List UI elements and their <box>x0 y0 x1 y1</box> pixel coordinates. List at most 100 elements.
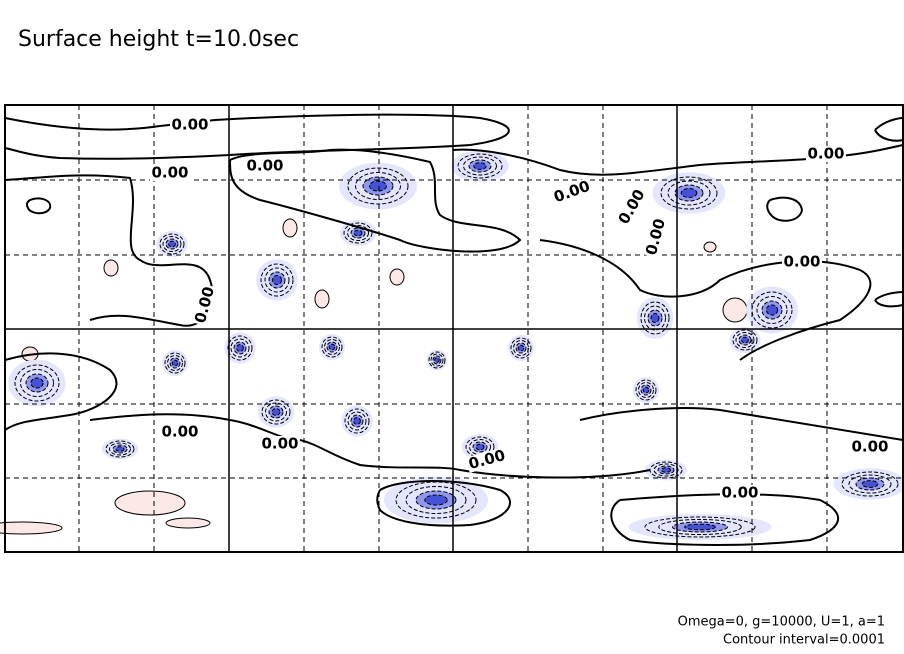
negative-contour <box>661 467 671 473</box>
label-bg <box>160 424 200 440</box>
positive-contour <box>703 241 717 253</box>
negative-contour <box>635 379 657 401</box>
negative-contour <box>430 353 444 367</box>
negative-contour <box>30 377 44 389</box>
label-bg <box>465 447 509 473</box>
chart-title: Surface height t=10.0sec <box>18 27 299 52</box>
label-bg <box>615 185 649 229</box>
negative-contour <box>162 236 182 252</box>
negative-contour <box>343 222 373 244</box>
negative-contour <box>457 153 503 179</box>
negative-contour <box>324 339 340 355</box>
zero-contour <box>376 480 511 527</box>
negative-contour <box>265 402 287 422</box>
negative-contour <box>735 332 755 348</box>
positive-contour <box>114 490 186 516</box>
label-bg <box>806 146 846 162</box>
negative-contour <box>765 304 779 316</box>
negative-contour <box>347 167 409 205</box>
negative-contour <box>644 516 756 538</box>
contour-label: 0.00 <box>246 157 283 175</box>
negative-contour <box>510 337 532 359</box>
label-bg <box>192 283 218 327</box>
negative-contour <box>642 386 650 394</box>
negative-contour <box>355 172 401 200</box>
negative-contour <box>328 343 336 351</box>
negative-contour <box>109 442 131 456</box>
negative-contour <box>861 480 879 488</box>
positive-contour <box>165 517 211 529</box>
negative-contour <box>667 180 711 206</box>
negative-contour <box>321 336 343 358</box>
negative-contour <box>473 162 487 170</box>
negative-contour <box>653 463 679 477</box>
contour-label: 0.00 <box>851 438 888 456</box>
negative-contour <box>369 180 387 192</box>
zero-contour <box>4 174 214 327</box>
negative-contour <box>167 355 183 371</box>
zero-contour <box>579 407 904 441</box>
label-bg <box>782 254 822 270</box>
contour-label: 0.00 <box>151 164 188 182</box>
negative-contour <box>236 344 244 352</box>
negative-contour <box>680 188 698 198</box>
contour-label: 0.00 <box>807 145 844 163</box>
negative-contour <box>115 446 125 452</box>
label-bg <box>643 215 669 259</box>
negative-contour <box>353 229 363 237</box>
negative-contour <box>684 523 716 531</box>
negative-contour <box>517 344 525 352</box>
positive-contour <box>0 521 63 535</box>
contour-label: 0.00 <box>261 435 298 453</box>
plot-area: 0.000.00 0.000.000.00 0.000.000.000.000.00… <box>0 104 904 553</box>
negative-contour <box>105 440 135 458</box>
negative-contour <box>638 382 654 398</box>
note: Contour interval=0.0001 <box>723 633 885 648</box>
negative-contour <box>20 369 54 397</box>
plot-frame <box>4 104 904 553</box>
label-bg <box>170 117 210 133</box>
negative-contour <box>434 357 440 363</box>
negative-contour <box>841 471 899 497</box>
negative-contour <box>347 411 367 431</box>
label-bg <box>260 436 300 452</box>
positive-contour <box>722 297 748 323</box>
negative-contour <box>261 399 291 425</box>
negative-contour <box>344 408 370 434</box>
zero-contour <box>25 197 52 215</box>
negative-contour <box>428 351 446 369</box>
negative-contour <box>230 338 250 358</box>
contour-label: 0.00 <box>171 116 208 134</box>
label-bg <box>550 177 594 207</box>
negative-contour <box>353 417 361 425</box>
negative-contour <box>751 291 793 329</box>
positive-contour <box>103 259 119 277</box>
negative-contour <box>424 494 448 506</box>
contour-label: 0.00 <box>161 423 198 441</box>
zero-contour <box>766 196 804 222</box>
negative-contour <box>272 275 282 285</box>
positive-contour <box>389 268 405 286</box>
label-bg <box>245 158 285 174</box>
negative-contour <box>347 225 369 241</box>
label-bg <box>150 165 190 181</box>
negative-contour <box>732 329 758 351</box>
negative-contour <box>475 443 485 451</box>
contour-label: 0.00 <box>721 484 758 502</box>
negative-contour <box>164 352 186 374</box>
negative-contour <box>227 335 253 361</box>
label-bg <box>850 439 890 455</box>
negative-contour <box>264 267 290 293</box>
positive-contour <box>314 289 330 309</box>
negative-contour <box>756 296 788 324</box>
label-bg <box>720 485 760 501</box>
positive-contour <box>282 218 298 238</box>
negative-contour <box>644 305 666 331</box>
zero-contour <box>229 148 522 253</box>
negative-contour <box>271 408 281 416</box>
negative-contour <box>848 474 892 494</box>
negative-contour <box>650 313 660 323</box>
negative-contour <box>741 336 749 344</box>
negative-contour <box>658 519 742 535</box>
